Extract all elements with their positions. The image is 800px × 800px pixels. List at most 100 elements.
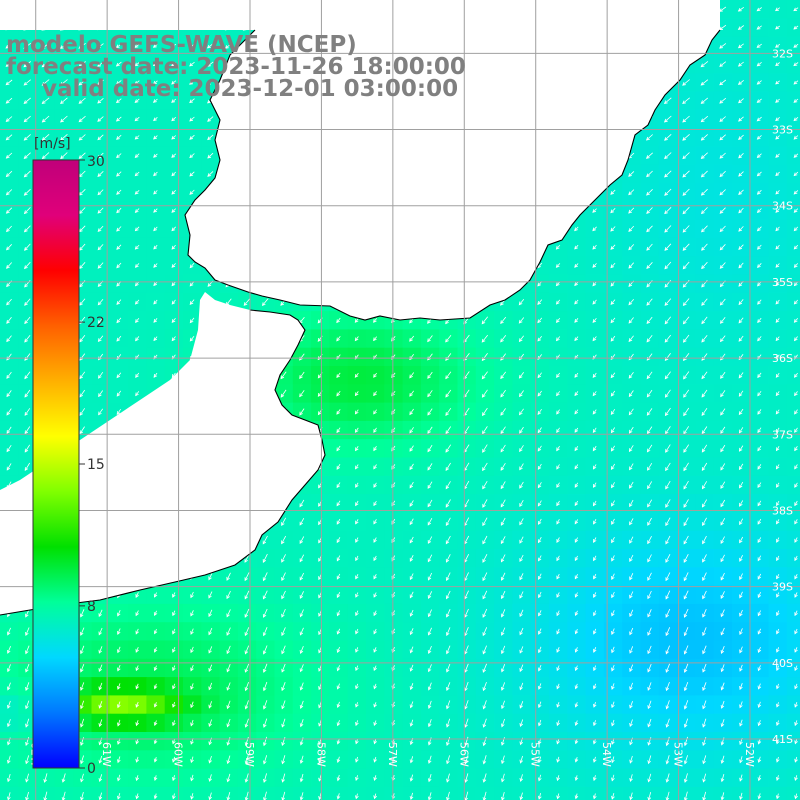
wind-arrow xyxy=(519,408,524,416)
field-cell xyxy=(457,384,477,404)
field-cell xyxy=(585,329,605,349)
wind-arrow xyxy=(775,208,780,213)
wind-arrow xyxy=(757,628,762,635)
field-cell xyxy=(0,329,19,349)
wind-arrow xyxy=(629,664,634,673)
field-cell xyxy=(347,530,367,550)
field-cell xyxy=(494,329,513,349)
wind-arrow xyxy=(629,755,633,764)
coastline-south xyxy=(0,309,326,616)
field-cell xyxy=(494,402,513,422)
wind-arrow xyxy=(739,683,743,691)
wind-arrow xyxy=(776,756,780,763)
wind-arrow xyxy=(739,628,743,636)
wind-arrow xyxy=(117,756,121,764)
field-cell xyxy=(0,54,19,74)
wind-arrow xyxy=(665,499,671,508)
wind-arrow xyxy=(664,243,672,251)
wind-arrow xyxy=(646,170,653,178)
wind-arrow xyxy=(775,299,780,305)
wind-arrow xyxy=(153,318,158,323)
wind-arrow xyxy=(592,427,597,434)
field-cell xyxy=(128,347,147,367)
wind-arrow xyxy=(719,43,727,49)
wind-arrow xyxy=(738,463,744,471)
wind-arrow xyxy=(646,408,653,416)
field-cell xyxy=(713,530,733,550)
wind-arrow xyxy=(116,408,122,415)
field-cell xyxy=(366,549,385,568)
wind-arrow xyxy=(24,334,31,343)
wind-arrow xyxy=(500,371,507,380)
wind-arrow xyxy=(208,682,213,691)
field-cell xyxy=(494,475,513,495)
wind-arrow xyxy=(702,682,707,691)
field-cell xyxy=(311,311,330,330)
wind-arrow xyxy=(556,537,560,543)
field-cell xyxy=(640,219,660,239)
wind-arrow xyxy=(794,628,798,635)
wind-arrow xyxy=(683,627,689,637)
title-forecast-date: forecast date: 2023-11-26 18:00:00 xyxy=(6,54,466,80)
field-cell xyxy=(786,329,800,349)
wind-arrow xyxy=(664,371,671,380)
wind-arrow xyxy=(263,773,267,783)
field-cell xyxy=(347,549,367,568)
wind-arrow xyxy=(702,736,707,746)
field-cell xyxy=(18,164,38,184)
wind-arrow xyxy=(355,500,359,507)
wind-arrow xyxy=(647,791,652,800)
wind-arrow xyxy=(647,572,652,581)
wind-arrow xyxy=(97,171,104,177)
wind-arrow xyxy=(5,134,13,141)
field-cell xyxy=(640,347,660,367)
field-cell xyxy=(402,549,422,568)
colorbar-tick-label: 8 xyxy=(87,599,96,615)
wind-arrow xyxy=(336,701,341,708)
field-cell xyxy=(73,36,93,56)
field-cell xyxy=(201,146,221,166)
wind-arrow xyxy=(98,774,103,782)
field-cell xyxy=(768,366,788,385)
field-cell xyxy=(622,164,642,184)
field-cell xyxy=(530,347,550,367)
wind-arrow xyxy=(373,574,377,580)
field-cell xyxy=(420,402,440,422)
field-cell xyxy=(512,402,532,422)
field-cell xyxy=(54,36,74,56)
field-cell xyxy=(366,494,385,513)
wind-arrow xyxy=(25,791,29,800)
wind-arrow xyxy=(757,610,762,617)
wind-arrow xyxy=(373,592,377,598)
wind-arrow xyxy=(481,334,489,343)
wind-arrow xyxy=(172,683,176,690)
wind-arrow xyxy=(153,281,158,287)
wind-arrow xyxy=(647,499,653,508)
wind-arrow xyxy=(519,390,524,398)
wind-arrow xyxy=(482,590,488,600)
wind-arrow xyxy=(336,518,341,525)
field-cell xyxy=(329,585,349,605)
wind-arrow xyxy=(611,573,615,580)
wind-arrow xyxy=(299,390,305,398)
field-cell xyxy=(274,530,294,550)
field-cell xyxy=(713,329,733,349)
wind-arrow xyxy=(41,133,50,141)
wind-arrow xyxy=(355,574,359,580)
wind-arrow xyxy=(7,664,11,673)
wind-arrow xyxy=(78,42,86,49)
wind-arrow xyxy=(593,610,597,617)
field-cell xyxy=(475,494,495,513)
field-cell xyxy=(750,201,770,221)
field-cell xyxy=(732,311,751,330)
wind-arrow xyxy=(135,391,140,397)
field-cell xyxy=(750,494,770,513)
wind-arrow xyxy=(757,482,762,489)
wind-arrow xyxy=(427,682,432,691)
field-cell xyxy=(677,146,696,166)
wind-arrow xyxy=(336,463,341,470)
wind-arrow xyxy=(427,426,433,434)
field-cell xyxy=(658,475,678,495)
wind-arrow xyxy=(720,518,726,526)
